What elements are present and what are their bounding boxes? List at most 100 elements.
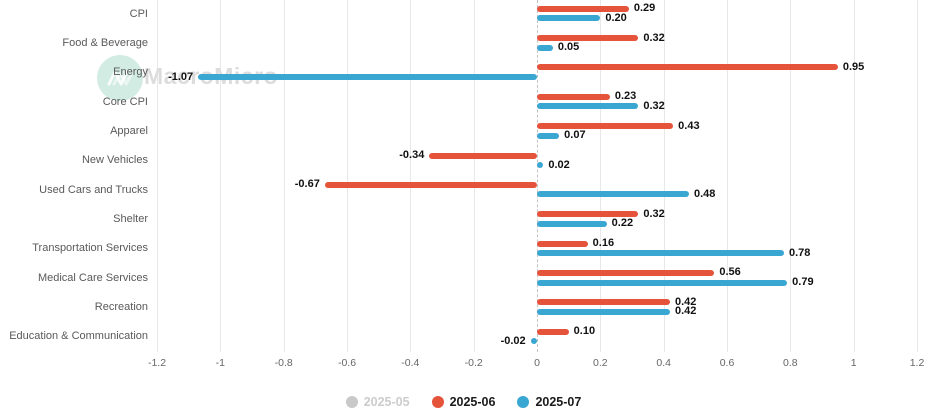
- value-label: 0.78: [789, 246, 811, 259]
- category-label: New Vehicles: [81, 154, 148, 167]
- value-label: -1.07: [168, 70, 194, 83]
- x-tick-label: 1.2: [909, 357, 925, 369]
- bar-2025-07[interactable]: [537, 220, 607, 227]
- bar-2025-07[interactable]: [537, 191, 689, 198]
- bar-2025-06[interactable]: [429, 152, 537, 159]
- bar-2025-07[interactable]: [530, 338, 537, 345]
- x-tick-label: 0.6: [719, 357, 735, 369]
- value-label: 0.42: [675, 305, 697, 318]
- gridline: [790, 0, 791, 352]
- value-label: 0.10: [573, 325, 596, 338]
- legend-dot-icon: [345, 396, 358, 408]
- x-tick-label: 0.4: [656, 357, 671, 369]
- bar-2025-07[interactable]: [537, 279, 788, 286]
- legend-label: 2025-06: [449, 395, 496, 409]
- value-label: 0.22: [611, 217, 634, 230]
- bar-2025-06[interactable]: [537, 123, 674, 130]
- x-tick-label: -0.4: [401, 357, 420, 369]
- bar-2025-06[interactable]: [537, 64, 838, 71]
- legend-label: 2025-07: [535, 395, 582, 409]
- bar-2025-06[interactable]: [537, 93, 610, 100]
- x-tick-label: -1.2: [147, 357, 167, 369]
- x-tick-label: -0.8: [274, 357, 293, 369]
- legend: 2025-05 2025-06 2025-07: [0, 392, 927, 412]
- category-label: Transportation Services: [32, 242, 148, 255]
- bar-2025-06[interactable]: [537, 269, 715, 276]
- value-label: 0.32: [643, 31, 665, 44]
- value-label: 0.20: [605, 11, 627, 24]
- value-label: 0.48: [694, 187, 716, 200]
- bar-2025-06[interactable]: [537, 240, 588, 247]
- category-label: Core CPI: [102, 95, 148, 108]
- x-tick-label: 0: [534, 357, 540, 369]
- zero-line: [537, 0, 538, 352]
- value-label: 0.07: [564, 129, 586, 142]
- category-label: Energy: [113, 66, 148, 79]
- value-label: 0.79: [792, 276, 814, 289]
- bar-2025-07[interactable]: [537, 308, 670, 315]
- legend-label: 2025-05: [363, 395, 410, 409]
- gridline: [220, 0, 221, 352]
- legend-item-2025-07[interactable]: 2025-07: [517, 395, 581, 409]
- gridline: [157, 0, 158, 352]
- bar-2025-07[interactable]: [198, 74, 537, 81]
- bar-2025-07[interactable]: [537, 103, 639, 110]
- value-label: 0.56: [719, 266, 741, 279]
- bar-2025-07[interactable]: [537, 44, 553, 51]
- x-tick-label: -1: [215, 357, 225, 369]
- category-label: Used Cars and Trucks: [39, 183, 148, 196]
- bar-2025-06[interactable]: [537, 299, 670, 306]
- gridline: [917, 0, 918, 352]
- value-label: 0.32: [643, 207, 665, 220]
- gridline: [284, 0, 285, 352]
- bar-2025-07[interactable]: [537, 132, 560, 139]
- bar-2025-06[interactable]: [537, 211, 639, 218]
- gridline: [600, 0, 601, 352]
- value-label: 0.23: [614, 90, 637, 103]
- gridline: [664, 0, 665, 352]
- category-label: Education & Communication: [9, 330, 148, 343]
- category-label: CPI: [129, 7, 148, 20]
- value-label: 0.05: [557, 41, 580, 54]
- category-label: Apparel: [110, 124, 148, 137]
- x-tick-label: 1: [850, 357, 857, 369]
- value-label: -0.02: [500, 334, 526, 347]
- bar-2025-07[interactable]: [537, 162, 544, 169]
- macromicro-logo-icon: [97, 55, 143, 101]
- gridline: [854, 0, 855, 352]
- category-label: Medical Care Services: [37, 271, 148, 284]
- value-label: 0.43: [678, 119, 700, 132]
- category-label: Recreation: [94, 301, 148, 314]
- value-label: 0.42: [675, 295, 697, 308]
- bar-2025-06[interactable]: [324, 181, 537, 188]
- legend-item-2025-06[interactable]: 2025-06: [431, 395, 496, 409]
- value-label: 0.29: [633, 2, 656, 15]
- value-label: 0.32: [643, 99, 665, 112]
- value-label: 0.95: [842, 60, 865, 73]
- bar-2025-06[interactable]: [537, 5, 629, 12]
- category-label: Shelter: [113, 213, 148, 226]
- bar-2025-07[interactable]: [537, 250, 784, 257]
- legend-dot-icon: [517, 396, 530, 408]
- x-axis: -1.2 -1 -0.8 -0.6 -0.4 -0.2 0 0.2 0.4 0.6 0.8 1 1.2: [0, 357, 927, 373]
- legend-dot-icon: [431, 396, 444, 408]
- value-label: -0.34: [399, 149, 425, 161]
- gridline: [410, 0, 411, 352]
- bar-2025-06[interactable]: [537, 35, 639, 42]
- legend-item-2025-05[interactable]: 2025-05: [345, 395, 410, 409]
- x-tick-label: 0.2: [593, 357, 608, 369]
- bar-2025-07[interactable]: [537, 15, 601, 22]
- bar-2025-06[interactable]: [537, 328, 569, 335]
- category-label: Food & Beverage: [62, 36, 148, 49]
- value-label: 0.16: [592, 237, 615, 250]
- gridline: [474, 0, 475, 352]
- gridline: [347, 0, 348, 352]
- value-label: -0.67: [294, 178, 320, 191]
- x-tick-label: -0.6: [337, 357, 357, 369]
- gridline: [727, 0, 728, 352]
- value-label: 0.02: [548, 158, 570, 171]
- x-tick-label: -0.2: [464, 357, 483, 369]
- x-tick-label: 0.8: [783, 357, 798, 369]
